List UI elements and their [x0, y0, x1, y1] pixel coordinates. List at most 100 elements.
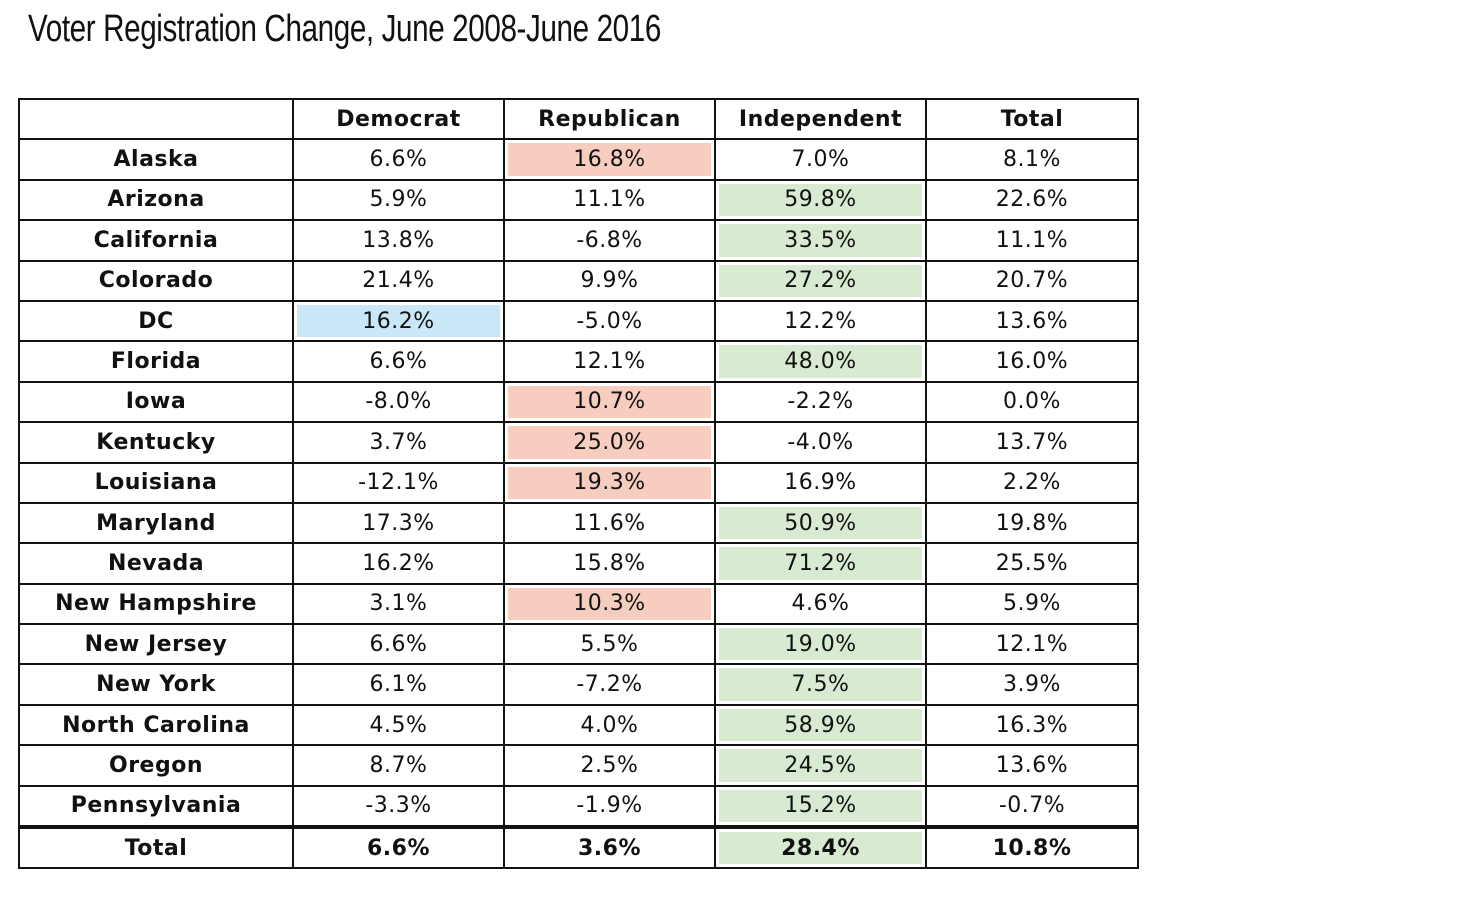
row-label: Florida: [18, 340, 294, 383]
cell: 6.6%: [292, 138, 505, 181]
cell: 9.9%: [503, 259, 716, 302]
cell: 48.0%: [714, 340, 927, 383]
cell: 22.6%: [925, 178, 1139, 222]
cell: 4.6%: [714, 582, 927, 626]
cell: 25.0%: [503, 421, 716, 464]
cell: 16.2%: [292, 299, 505, 343]
cell: 15.2%: [714, 784, 927, 829]
cell: 3.9%: [925, 663, 1139, 706]
cell: 16.8%: [503, 138, 716, 181]
header-cell: Independent: [714, 97, 927, 141]
table-row: Nevada 16.2% 15.8% 71.2% 25.5%: [18, 542, 1139, 585]
cell: 59.8%: [714, 178, 927, 222]
cell: -12.1%: [292, 461, 505, 504]
cell: 13.7%: [925, 421, 1139, 464]
cell: 16.2%: [292, 542, 505, 585]
header-cell: [18, 97, 294, 141]
header-cell: Democrat: [292, 97, 505, 141]
row-label: Iowa: [18, 380, 294, 424]
row-label: Total: [18, 825, 294, 870]
title: Voter Registration Change, June 2008-Jun…: [28, 8, 661, 50]
cell: 10.7%: [503, 380, 716, 424]
table-row: California 13.8% -6.8% 33.5% 11.1%: [18, 219, 1139, 262]
cell: 10.8%: [925, 825, 1139, 870]
cell: 10.3%: [503, 582, 716, 626]
cell: 4.5%: [292, 703, 505, 747]
cell: 3.7%: [292, 421, 505, 464]
cell: 12.1%: [925, 623, 1139, 666]
cell: 2.5%: [503, 744, 716, 787]
table-row: DC 16.2% -5.0% 12.2% 13.6%: [18, 299, 1139, 343]
total-row: Total 6.6% 3.6% 28.4% 10.8%: [18, 825, 1139, 870]
cell: 13.6%: [925, 744, 1139, 787]
table-row: Iowa -8.0% 10.7% -2.2% 0.0%: [18, 380, 1139, 424]
row-label: Pennsylvania: [18, 784, 294, 829]
table-row: Florida 6.6% 12.1% 48.0% 16.0%: [18, 340, 1139, 383]
cell: 6.1%: [292, 663, 505, 706]
row-label: Alaska: [18, 138, 294, 181]
row-label: Oregon: [18, 744, 294, 787]
cell: 24.5%: [714, 744, 927, 787]
cell: 4.0%: [503, 703, 716, 747]
table-body: Alaska 6.6% 16.8% 7.0% 8.1% Arizona 5.9% 11.1% 5…: [18, 138, 1139, 870]
row-label: California: [18, 219, 294, 262]
cell: 16.0%: [925, 340, 1139, 383]
cell: 5.9%: [292, 178, 505, 222]
row-label: New York: [18, 663, 294, 706]
row-label: Kentucky: [18, 421, 294, 464]
cell: 21.4%: [292, 259, 505, 302]
cell: 16.3%: [925, 703, 1139, 747]
cell: 2.2%: [925, 461, 1139, 504]
cell: -2.2%: [714, 380, 927, 424]
data-table: Democrat Republican Independent Total Alask…: [18, 97, 1139, 870]
cell: 8.1%: [925, 138, 1139, 181]
cell: 0.0%: [925, 380, 1139, 424]
cell: 7.5%: [714, 663, 927, 706]
row-label: Nevada: [18, 542, 294, 585]
cell: 12.1%: [503, 340, 716, 383]
cell: 3.6%: [503, 825, 716, 870]
cell: -6.8%: [503, 219, 716, 262]
table-row: Colorado 21.4% 9.9% 27.2% 20.7%: [18, 259, 1139, 302]
cell: 20.7%: [925, 259, 1139, 302]
cell: -7.2%: [503, 663, 716, 706]
cell: 19.8%: [925, 501, 1139, 545]
cell: 15.8%: [503, 542, 716, 585]
cell: 71.2%: [714, 542, 927, 585]
header-cell: Total: [925, 97, 1139, 141]
row-label: Colorado: [18, 259, 294, 302]
cell: 28.4%: [714, 825, 927, 870]
table-row: New Hampshire 3.1% 10.3% 4.6% 5.9%: [18, 582, 1139, 626]
cell: 11.1%: [925, 219, 1139, 262]
row-label: New Hampshire: [18, 582, 294, 626]
header-cell: Republican: [503, 97, 716, 141]
table-row: North Carolina 4.5% 4.0% 58.9% 16.3%: [18, 703, 1139, 747]
table-row: Alaska 6.6% 16.8% 7.0% 8.1%: [18, 138, 1139, 181]
cell: 8.7%: [292, 744, 505, 787]
table-row: Louisiana -12.1% 19.3% 16.9% 2.2%: [18, 461, 1139, 504]
row-label: New Jersey: [18, 623, 294, 666]
row-label: Maryland: [18, 501, 294, 545]
cell: 3.1%: [292, 582, 505, 626]
cell: -5.0%: [503, 299, 716, 343]
cell: 19.0%: [714, 623, 927, 666]
cell: 50.9%: [714, 501, 927, 545]
cell: -4.0%: [714, 421, 927, 464]
table-row: Maryland 17.3% 11.6% 50.9% 19.8%: [18, 501, 1139, 545]
cell: 5.5%: [503, 623, 716, 666]
cell: 27.2%: [714, 259, 927, 302]
table-row: Pennsylvania -3.3% -1.9% 15.2% -0.7%: [18, 784, 1139, 829]
table-row: Kentucky 3.7% 25.0% -4.0% 13.7%: [18, 421, 1139, 464]
table-row: Arizona 5.9% 11.1% 59.8% 22.6%: [18, 178, 1139, 222]
cell: 6.6%: [292, 340, 505, 383]
cell: 13.6%: [925, 299, 1139, 343]
header-row: Democrat Republican Independent Total: [18, 97, 1139, 141]
cell: 6.6%: [292, 623, 505, 666]
row-label: Arizona: [18, 178, 294, 222]
cell: 6.6%: [292, 825, 505, 870]
table-row: Oregon 8.7% 2.5% 24.5% 13.6%: [18, 744, 1139, 787]
row-label: Louisiana: [18, 461, 294, 504]
cell: 11.1%: [503, 178, 716, 222]
cell: 58.9%: [714, 703, 927, 747]
